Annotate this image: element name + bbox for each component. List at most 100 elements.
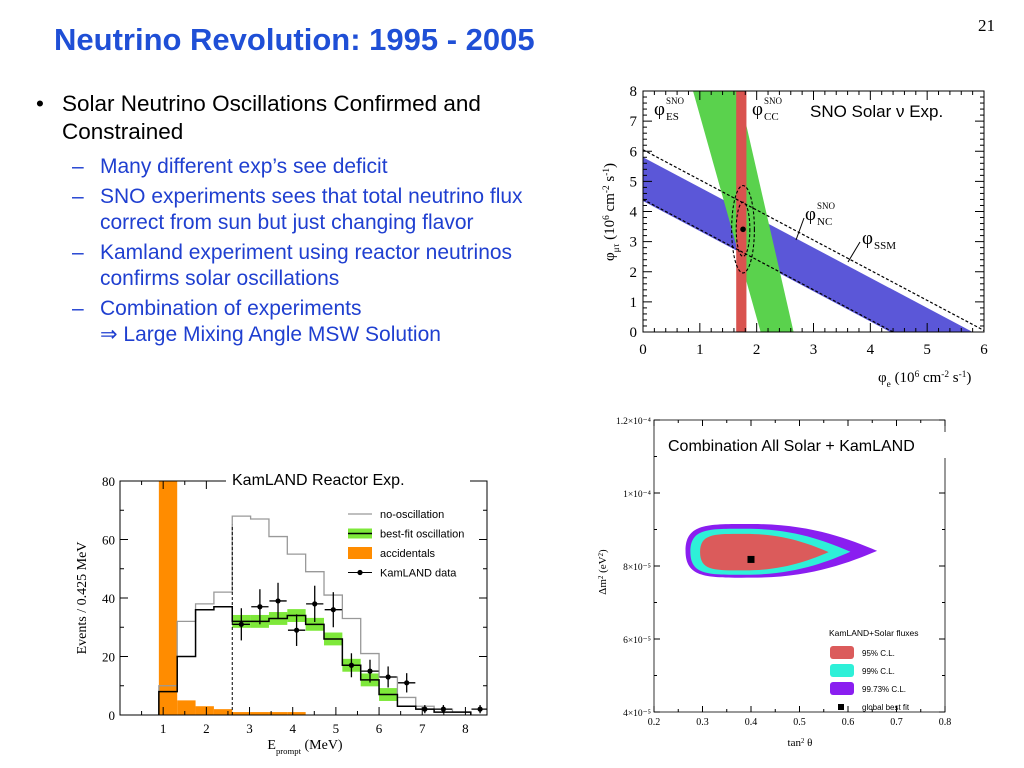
legend-title: KamLAND+Solar fluxes [829,628,919,638]
es-label-symbol: φ [654,99,665,120]
data-point [477,706,483,712]
x-tick-label: 4 [289,721,296,736]
sno-plot-area [643,91,984,332]
y-tick-label: 2 [630,265,638,281]
y-tick-label: 4×10⁻⁵ [623,709,651,719]
data-point [422,706,428,712]
y-tick-label: 1 [630,295,638,311]
accidentals-bar [158,481,178,715]
page-number: 21 [978,16,995,35]
y-tick-label: 7 [630,114,638,130]
x-tick-label: 3 [810,342,818,358]
comb-title-bg [664,432,1002,458]
y-tick-label: 60 [102,533,115,548]
sub-bullet: – SNO experiments sees that total neutri… [30,184,570,236]
sub-bullet: – Combination of experiments ⇒ Large Mix… [30,296,570,348]
es-label-sub: ES [666,111,679,123]
y-tick-label: 0 [630,325,638,341]
sub-bullet-text: ⇒ Large Mixing Angle MSW Solution [100,323,441,346]
x-tick-label: 1 [160,721,167,736]
accidentals-bar [268,712,288,715]
nc-label-symbol: φ [805,204,816,225]
legend-entry: no-oscillation [380,509,444,521]
dash-icon: – [72,185,84,208]
dash-icon: – [72,241,84,264]
accidentals-bar [177,700,196,715]
nc-label-sup: SNO [817,201,836,211]
sub-bullet-text: Kamland experiment using reactor neutrin… [100,241,513,290]
dash-icon: – [72,155,84,178]
accidentals-bar [232,712,251,715]
cc-label-sub: CC [764,111,779,123]
legend-entry: global best fit [862,703,910,712]
y-tick-label: 20 [102,650,115,665]
x-tick-label: 5 [333,721,340,736]
x-tick-label: 3 [246,721,253,736]
data-point [257,604,263,610]
nc-pointer [795,217,805,241]
legend-swatch [357,569,363,576]
legend-entry: accidentals [380,548,436,560]
ssm-label-sub: SSM [874,240,896,252]
sub-bullet-text: Many different exp’s see deficit [100,155,388,178]
bullet-list: • Solar Neutrino Oscillations Confirmed … [30,90,570,348]
ssm-line [643,149,984,332]
data-point [404,680,410,686]
y-tick-label: 3 [630,235,638,251]
bullet-main: • Solar Neutrino Oscillations Confirmed … [30,90,570,146]
x-axis-label: tan2 θ [788,737,813,749]
sno-title: SNO Solar ν Exp. [810,102,943,121]
comb-plot-area [685,524,878,578]
legend-entry: 99.73% C.L. [862,685,906,694]
global-best-fit-marker [747,555,755,563]
best-fit-point [740,226,746,233]
kam-title-bg [226,464,470,490]
legend-swatch [830,682,854,695]
accidentals-bar [195,706,214,715]
y-tick-label: 4 [630,205,638,221]
legend-entry: best-fit oscillation [380,529,464,541]
data-point [312,601,318,607]
data-point [293,627,300,633]
dash-icon: – [72,297,84,320]
bullet-main-text: Solar Neutrino Oscillations Confirmed an… [62,91,481,144]
accidentals-bar [250,712,269,715]
y-tick-label: 40 [102,591,115,606]
bullet-dot-icon: • [36,91,44,116]
y-tick-label: 6×10⁻⁵ [623,636,651,646]
cc-label-sup: SNO [764,96,783,106]
slide-title: Neutrino Revolution: 1995 - 2005 [54,22,535,57]
y-tick-label: 8 [630,84,638,100]
accidentals-bar [213,709,233,715]
legend-entry: 99% C.L. [862,667,895,676]
data-point [275,598,281,604]
y-axis-label: Events / 0.425 MeV [75,542,90,655]
x-tick-label: 0.4 [745,717,758,728]
x-tick-label: 0.8 [939,717,952,728]
x-tick-label: 4 [867,342,875,358]
confidence-contour [731,185,755,274]
y-tick-label: 5 [630,174,638,190]
no-oscillation-line [158,515,472,715]
ssm-pointer [847,241,861,263]
x-tick-label: 1 [696,342,704,358]
legend-swatch [348,547,372,559]
y-tick-label: 1×10⁻⁴ [623,490,652,500]
data-point [385,674,391,680]
x-axis-label: φe (106 cm-2 s-1) [878,370,971,390]
x-tick-label: 0 [639,342,647,358]
accidentals-bar [287,712,306,715]
x-tick-label: 5 [923,342,931,358]
es-label-sup: SNO [666,96,685,106]
cc-label-symbol: φ [752,99,763,120]
data-point [440,706,446,712]
best-fit-line [158,606,472,715]
x-axis-label: Eprompt (MeV) [267,738,343,756]
sub-bullet-text: SNO experiments sees that total neutrino… [100,185,523,234]
y-tick-label: 8×10⁻⁵ [623,563,651,573]
nc-label-sub: NC [817,216,832,228]
data-point [330,607,336,613]
y-tick-label: 6 [630,144,638,160]
x-tick-label: 2 [203,721,210,736]
sub-bullet: – Kamland experiment using reactor neutr… [30,240,570,292]
